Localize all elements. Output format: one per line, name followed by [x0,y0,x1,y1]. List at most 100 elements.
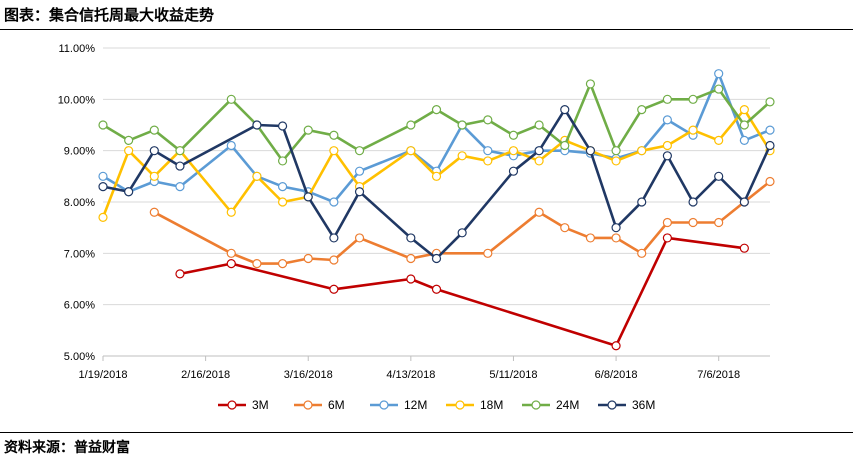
legend-marker [455,400,465,410]
data-point-24M [637,104,647,115]
data-point-6M [252,259,262,269]
legend-item-18M: 18M [446,398,503,412]
data-point-24M [662,94,672,104]
data-point-36M [354,187,365,197]
legend-item-24M: 24M [522,398,579,412]
data-point-6M [149,207,159,217]
x-tick-label: 1/19/2018 [79,369,128,381]
data-point-36M [688,197,698,207]
data-point-36M [714,171,724,181]
data-point-24M [457,120,467,130]
data-point-24M [611,146,621,156]
data-point-18M [662,140,672,151]
data-point-24M [303,125,313,135]
data-point-6M [303,253,313,264]
data-point-3M [226,259,236,269]
y-tick-label: 7.00% [64,248,95,260]
x-tick-label: 2/16/2018 [181,369,230,381]
x-tick-label: 4/13/2018 [386,369,435,381]
legend-label: 18M [480,398,503,412]
data-point-12M [354,166,365,176]
data-point-36M [175,161,185,171]
data-point-6M [560,223,570,233]
data-point-6M [354,233,365,243]
data-point-36M [124,187,134,197]
data-point-36M [457,228,467,238]
data-point-18M [637,146,647,156]
data-point-36M [252,120,262,130]
data-point-18M [226,207,236,217]
data-point-24M [149,125,159,135]
grid-lines [103,47,770,357]
data-point-24M [277,156,288,166]
data-point-24M [226,94,236,104]
data-point-3M [406,274,416,284]
series-line-6M [153,180,771,265]
series-line-12M [102,72,771,204]
data-point-36M [149,146,159,156]
data-point-24M [329,130,339,140]
data-point-18M [252,171,262,181]
data-point-3M [662,233,672,243]
bottom-divider [0,432,853,433]
data-point-6M [277,259,288,269]
data-point-18M [406,146,416,156]
data-point-18M [431,171,442,181]
series-lines [98,69,775,351]
data-point-18M [149,171,159,181]
data-point-24M [354,146,365,156]
data-point-24M [560,140,570,151]
data-point-24M [765,97,775,107]
legend-marker [303,400,313,410]
data-point-24M [714,84,724,94]
data-point-12M [226,140,236,151]
data-point-12M [175,182,185,192]
series-line-3M [179,236,745,347]
legend-label: 24M [556,398,579,412]
data-point-12M [329,197,339,207]
data-point-18M [98,212,108,222]
top-divider [0,29,853,30]
data-point-18M [611,156,621,166]
data-point-24M [431,104,442,115]
legend-item-36M: 36M [598,398,655,412]
data-point-6M [662,217,672,228]
data-point-12M [662,115,672,125]
data-point-24M [175,146,185,156]
data-point-24M [534,120,544,130]
data-point-6M [714,217,724,228]
data-point-36M [637,197,647,207]
data-point-12M [739,135,749,145]
axes: 5.00% 6.00% 7.00% 8.00% 9.00% 10.00% 11.00% 1/1… [58,43,770,381]
data-point-18M [329,146,339,156]
data-point-18M [457,151,467,161]
data-point-3M [611,341,621,351]
data-point-6M [765,176,775,187]
data-point-36M [431,253,442,264]
data-point-24M [98,120,108,130]
data-point-36M [739,197,749,207]
data-point-3M [739,243,749,253]
data-point-36M [406,233,416,243]
data-point-18M [739,104,749,115]
data-point-6M [329,255,339,265]
data-point-36M [560,104,570,115]
data-point-24M [124,135,134,145]
data-point-12M [483,146,493,156]
legend-label: 36M [632,398,655,412]
legend-marker [607,400,617,410]
data-point-6M [611,233,621,243]
legend-label: 3M [252,398,269,412]
data-point-6M [226,248,236,258]
data-point-36M [534,146,544,156]
data-point-12M [98,171,108,181]
y-tick-label: 8.00% [64,197,95,209]
data-point-36M [508,166,519,176]
data-point-18M [688,125,698,135]
data-point-18M [483,156,493,166]
data-point-18M [124,146,134,156]
data-point-6M [406,253,416,264]
chart-title: 图表：集合信托周最大收益走势 [4,6,215,24]
data-point-3M [431,284,442,294]
data-point-6M [637,248,647,258]
